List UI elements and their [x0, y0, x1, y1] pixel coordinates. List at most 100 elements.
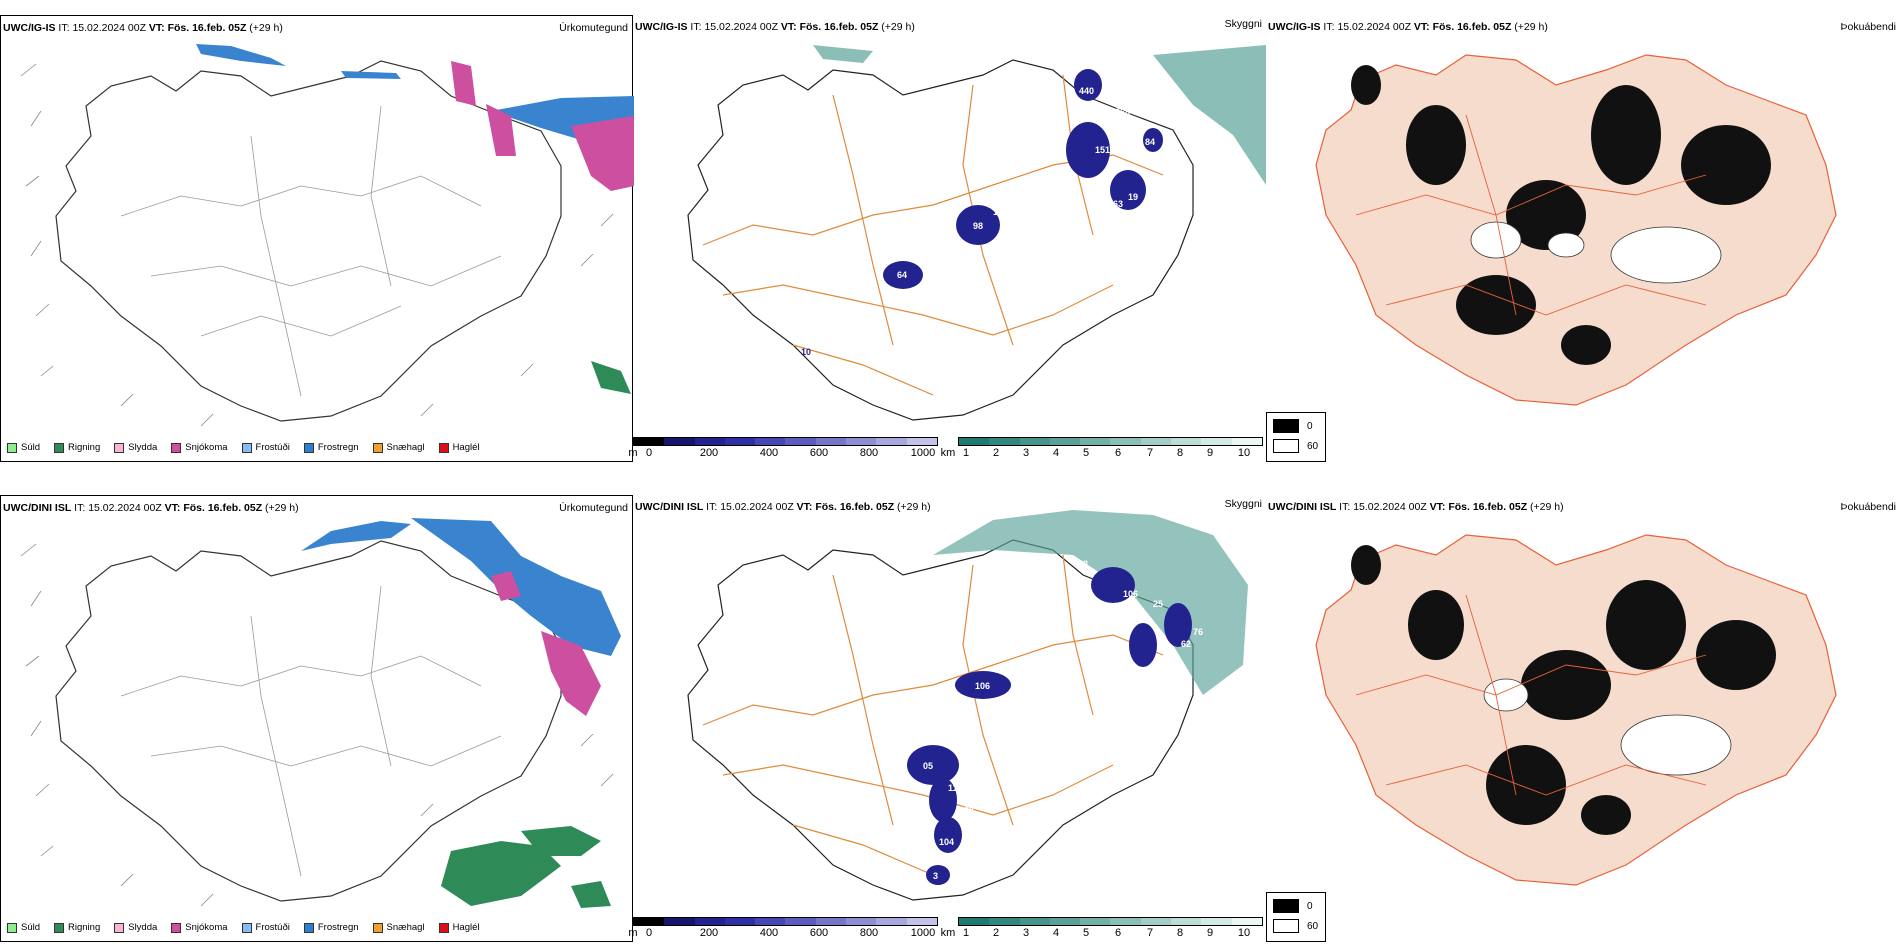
panel-type-label: Þokuábendi: [1840, 501, 1896, 513]
tick-label: 200: [699, 447, 719, 459]
fog-indicator-panel-2: UWC/DINI ISL IT: 15.02.2024 00Z VT: Fös.…: [1266, 495, 1900, 942]
legend-item: Frostúði: [241, 922, 290, 933]
cloud-label: 172: [1097, 609, 1112, 619]
panel-title: UWC/IG-IS IT: 15.02.2024 00Z VT: Fös. 16…: [1268, 21, 1548, 33]
cloud-label: 106: [975, 681, 990, 691]
cloud-label: 10: [801, 347, 811, 357]
colorbar-fill: [958, 437, 1263, 446]
tick-label: 10: [1237, 447, 1251, 459]
cloud-base-visibility-panel-2: 48 106 172 117 25 76 62 106 11 05 112 12…: [628, 495, 1266, 942]
legend-item: Frostregn: [303, 442, 359, 453]
tick-label: 1000: [910, 447, 936, 459]
cloud-label: 106: [1123, 589, 1138, 599]
tick-label: 6: [1114, 447, 1122, 459]
tick-label: 600: [809, 927, 829, 939]
panel-type-label: Skyggni: [1224, 18, 1262, 30]
legend-item: Rigning: [54, 922, 100, 933]
tick-label: 2: [992, 927, 1000, 939]
cloud-label: 11: [993, 207, 1003, 217]
legend-item: Haglél: [438, 922, 480, 933]
tick-label: 200: [699, 927, 719, 939]
cloud-base-visibility-panel-1: 440 368 151 84 98 11 19 63 12 64 10 UWC/…: [628, 15, 1266, 462]
tick-label: 3: [1022, 927, 1030, 939]
colorbar-fill: [633, 917, 938, 926]
tick-label: 800: [859, 927, 879, 939]
panel-type-label: Skyggni: [1224, 498, 1262, 510]
panel-type-label: Úrkomutegund: [559, 502, 628, 514]
cloud-label: 84: [1145, 137, 1155, 147]
iceland-cloud-map-2: 48 106 172 117 25 76 62 106 11 05 112 12…: [687, 510, 1248, 901]
colorbar-unit: m: [628, 447, 638, 459]
legend-item: Snæhagl: [372, 442, 425, 453]
tick-label: 1: [962, 927, 970, 939]
tick-label: 6: [1114, 927, 1122, 939]
tick-label: 9: [1206, 927, 1214, 939]
tick-label: 4: [1052, 927, 1060, 939]
tick-label: 7: [1146, 447, 1154, 459]
fog-legend-label: 0: [1307, 420, 1313, 432]
tick-label: 10: [1237, 927, 1251, 939]
tick-label: 9: [1206, 447, 1214, 459]
legend-item: Frostregn: [303, 922, 359, 933]
iceland-fog-map-1: [1315, 54, 1837, 406]
cloud-label: 12: [1103, 215, 1113, 225]
legend-item: Slydda: [114, 922, 157, 933]
fog-indicator-panel-1: UWC/IG-IS IT: 15.02.2024 00Z VT: Fös. 16…: [1266, 15, 1900, 462]
colorbar-fill: [958, 917, 1263, 926]
tick-label: 4: [1052, 447, 1060, 459]
panel-title: UWC/IG-IS IT: 15.02.2024 00Z VT: Fös. 16…: [635, 21, 915, 33]
legend-item: Snjókoma: [171, 442, 228, 453]
fog-legend-1: 0 60: [1266, 412, 1326, 462]
fog-legend-2: 0 60: [1266, 892, 1326, 942]
precip-type-panel-1: UWC/IG-IS IT: 15.02.2024 00Z VT: Fös. 16…: [0, 15, 634, 462]
tick-label: 1000: [910, 927, 936, 939]
fog-legend-label: 60: [1307, 920, 1319, 932]
precip-type-panel-2: UWC/DINI ISL IT: 15.02.2024 00Z VT: Fös.…: [0, 495, 633, 942]
fog-legend-label: 60: [1307, 440, 1319, 452]
tick-label: 3: [1022, 447, 1030, 459]
colorbar-unit: km: [940, 927, 956, 939]
cloud-label: 368: [1115, 107, 1130, 117]
legend-item: Slydda: [114, 442, 157, 453]
cloud-label: 25: [1153, 599, 1163, 609]
colorbar-unit: m: [628, 927, 638, 939]
cloud-label: 76: [1193, 627, 1203, 637]
tick-label: 5: [1082, 447, 1090, 459]
panel-title: UWC/DINI ISL IT: 15.02.2024 00Z VT: Fös.…: [3, 502, 299, 514]
legend-item: Súld: [7, 442, 40, 453]
legend-item: Haglél: [438, 442, 480, 453]
tick-label: 7: [1146, 927, 1154, 939]
panel-title: UWC/DINI ISL IT: 15.02.2024 00Z VT: Fös.…: [635, 501, 931, 513]
panel-title: UWC/DINI ISL IT: 15.02.2024 00Z VT: Fös.…: [1268, 501, 1564, 513]
cloud-base-colorbar: m 0 200 400 600 800 1000: [628, 917, 938, 941]
legend-item: Frostúði: [241, 442, 290, 453]
cloud-label: 19: [1128, 192, 1138, 202]
cloud-label: 98: [973, 221, 983, 231]
colorbar-unit: km: [940, 447, 956, 459]
cloud-label: 05: [923, 761, 933, 771]
cloud-base-colorbar: m 0 200 400 600 800 1000: [628, 437, 938, 461]
iceland-cloud-map-1: 440 368 151 84 98 11 19 63 12 64 10: [687, 45, 1266, 421]
iceland-fog-map-2: [1315, 534, 1837, 886]
tick-label: 8: [1176, 447, 1184, 459]
cloud-label: 128: [959, 805, 974, 815]
visibility-colorbar: km 1 2 3 4 5 6 7 8 9 10: [941, 917, 1263, 941]
cloud-label: 117: [1123, 607, 1138, 617]
cloud-label: 112: [948, 783, 963, 793]
tick-label: 2: [992, 447, 1000, 459]
legend-item: Súld: [7, 922, 40, 933]
visibility-colorbar: km 1 2 3 4 5 6 7 8 9 10: [941, 437, 1263, 461]
cloud-label: 3: [933, 871, 938, 881]
panel-title: UWC/IG-IS IT: 15.02.2024 00Z VT: Fös. 16…: [3, 22, 283, 34]
colorbar-fill: [633, 437, 938, 446]
tick-label: 0: [645, 927, 653, 939]
tick-label: 5: [1082, 927, 1090, 939]
cloud-label: 11: [1128, 667, 1138, 677]
precip-legend: Súld Rigning Slydda Snjókoma Frostúði Fr…: [7, 442, 480, 453]
tick-label: 400: [759, 927, 779, 939]
tick-label: 0: [645, 447, 653, 459]
legend-item: Rigning: [54, 442, 100, 453]
cloud-label: 104: [939, 837, 954, 847]
tick-label: 400: [759, 447, 779, 459]
legend-item: Snæhagl: [372, 922, 425, 933]
